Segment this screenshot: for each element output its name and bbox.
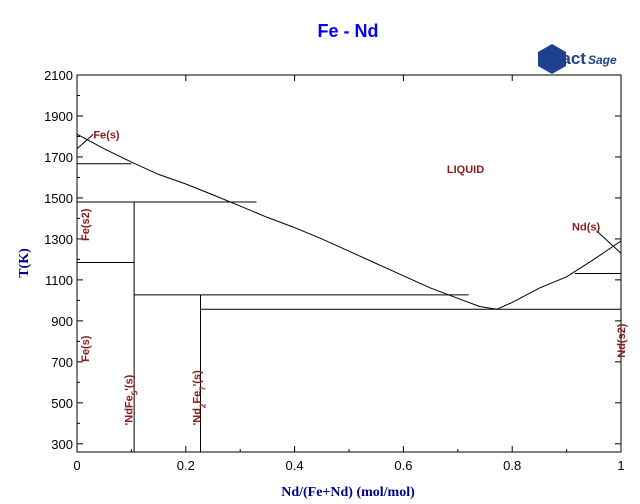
y-axis-label: T(K) — [17, 248, 32, 278]
y-tick-label: 1900 — [44, 109, 73, 124]
plot-area: 0 0.2 0.4 0.6 0.8 1 300 500 700 900 1100 1300 1500 1… — [44, 68, 628, 473]
y-tick-label: 1500 — [44, 191, 73, 206]
y-tick-label: 700 — [51, 355, 73, 370]
phase-boundaries — [76, 133, 622, 452]
phase-labels: Fe(s) LIQUID Nd(s) Fe(s2) Fe(s) 'NdFe5'(s) 'Nd… — [80, 130, 628, 426]
x-axis-label: Nd/(Fe+Nd) (mol/mol) — [281, 485, 415, 500]
y-tick-label: 1300 — [44, 232, 73, 247]
phase-label: Fe(s) — [93, 130, 120, 142]
y-tick-label: 500 — [51, 396, 73, 411]
y-tick-label: 2100 — [44, 68, 73, 83]
x-tick-label: 0 — [73, 458, 80, 473]
chart-title: Fe - Nd — [318, 21, 379, 41]
x-axis-ticks: 0 0.2 0.4 0.6 0.8 1 — [73, 75, 625, 473]
phase-label: 'Nd2Fe7'(s) — [192, 370, 208, 425]
x-tick-label: 0.4 — [286, 458, 304, 473]
series-line-liquidus-nd-side — [496, 240, 622, 310]
phase-label: LIQUID — [447, 164, 484, 176]
x-tick-label: 0.6 — [394, 458, 412, 473]
x-tick-label: 1 — [617, 458, 624, 473]
phase-label: 'NdFe5'(s) — [124, 374, 140, 425]
series-line-liquidus-fe-side — [76, 133, 498, 310]
x-tick-label: 0.2 — [177, 458, 195, 473]
y-axis-ticks: 300 500 700 900 1100 1300 1500 1700 1900 2100 — [44, 68, 621, 452]
y-tick-label: 1100 — [45, 273, 73, 288]
logo-text-sage: Sage — [588, 53, 617, 67]
y-tick-label: 900 — [51, 314, 73, 329]
series-line-fe-side-slope-upper — [76, 133, 94, 150]
y-tick-label: 300 — [51, 437, 73, 452]
y-tick-label: 1700 — [44, 150, 73, 165]
phase-label: Fe(s) — [80, 335, 92, 362]
logo-text-fact: Fact — [551, 49, 586, 68]
phase-label: Fe(s2) — [80, 208, 92, 241]
phase-label: Nd(s2) — [616, 323, 628, 358]
plot-frame — [76, 74, 622, 453]
factsage-logo: Fact Sage — [538, 44, 617, 74]
x-tick-label: 0.8 — [503, 458, 521, 473]
series-line-nd-side-slope — [596, 230, 622, 254]
phase-label: Nd(s) — [572, 222, 600, 234]
